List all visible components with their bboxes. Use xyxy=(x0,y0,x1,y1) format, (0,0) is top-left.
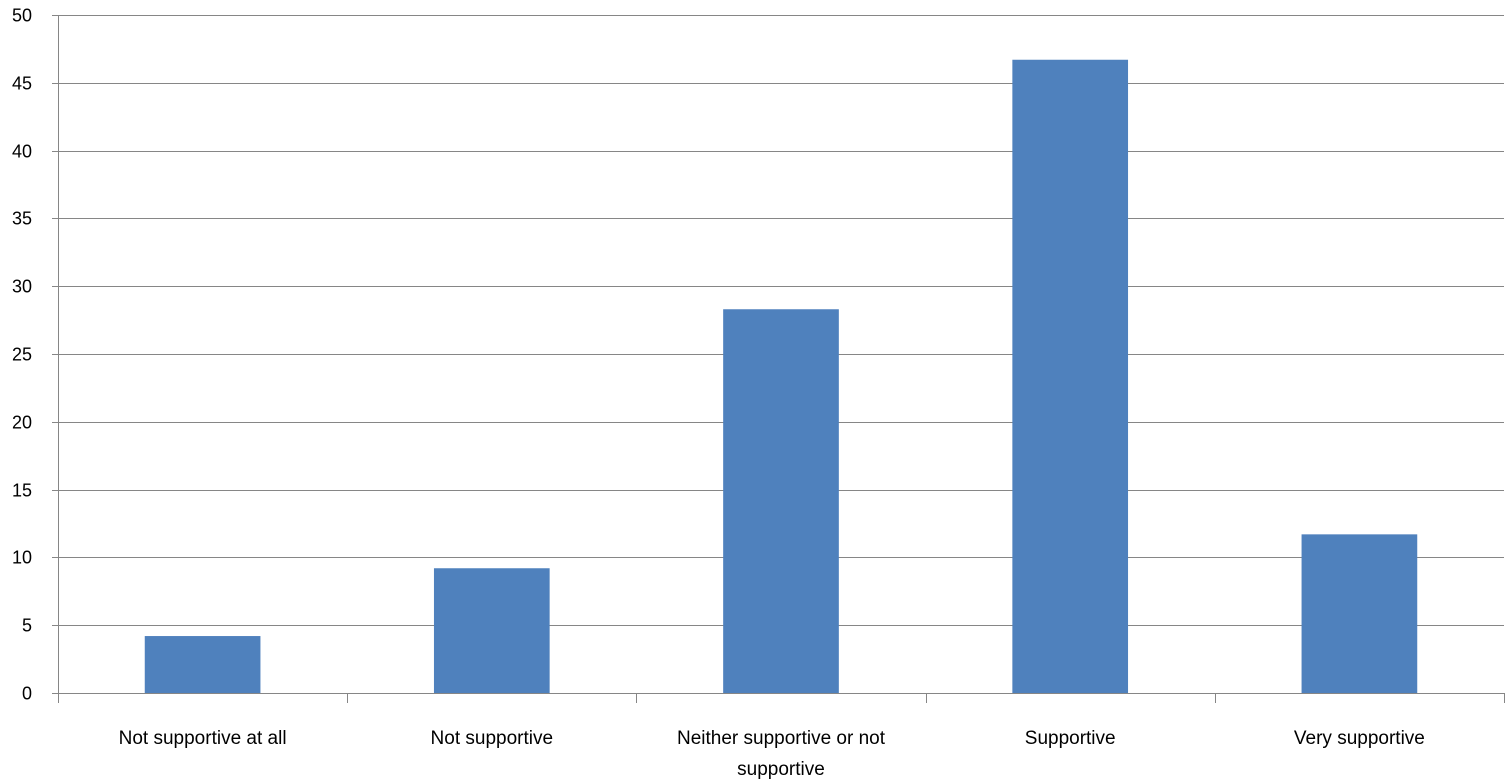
x-category-label-line: Supportive xyxy=(1025,728,1116,749)
x-category-label-line: Very supportive xyxy=(1294,728,1425,749)
y-tick-label: 0 xyxy=(22,684,32,704)
y-tick-label: 45 xyxy=(12,74,32,94)
x-category-label: Neither supportive or not supportive xyxy=(677,728,886,780)
bars xyxy=(144,59,1418,694)
x-category-labels: Not supportive at all Not supportive Neith… xyxy=(119,728,1425,780)
y-tick-label: 25 xyxy=(12,345,32,365)
y-tick-label: 40 xyxy=(12,142,32,162)
y-tick-label: 20 xyxy=(12,413,32,433)
bar xyxy=(144,636,261,693)
y-tick-labels: 0 5 10 15 20 25 30 35 40 45 50 xyxy=(12,6,32,704)
y-tick-label: 35 xyxy=(12,209,32,229)
x-category-label: Not supportive at all xyxy=(119,728,287,749)
bar xyxy=(1012,59,1129,694)
axes xyxy=(52,15,1505,703)
y-tick-label: 10 xyxy=(12,548,32,568)
x-category-label-line: Neither supportive or not xyxy=(677,728,886,749)
x-category-label: Not supportive xyxy=(431,728,554,749)
y-tick-label: 30 xyxy=(12,277,32,297)
x-category-label-line: Not supportive xyxy=(431,728,554,749)
bar xyxy=(723,309,839,693)
y-tick-label: 50 xyxy=(12,6,32,26)
x-category-label-line: Not supportive at all xyxy=(119,728,287,749)
y-tick-label: 5 xyxy=(22,616,32,636)
y-tick-label: 15 xyxy=(12,481,32,501)
x-category-label: Very supportive xyxy=(1294,728,1425,749)
bar xyxy=(1301,534,1418,693)
x-category-label: Supportive xyxy=(1025,728,1116,749)
x-category-label-line: supportive xyxy=(737,759,825,780)
bar xyxy=(433,568,550,693)
